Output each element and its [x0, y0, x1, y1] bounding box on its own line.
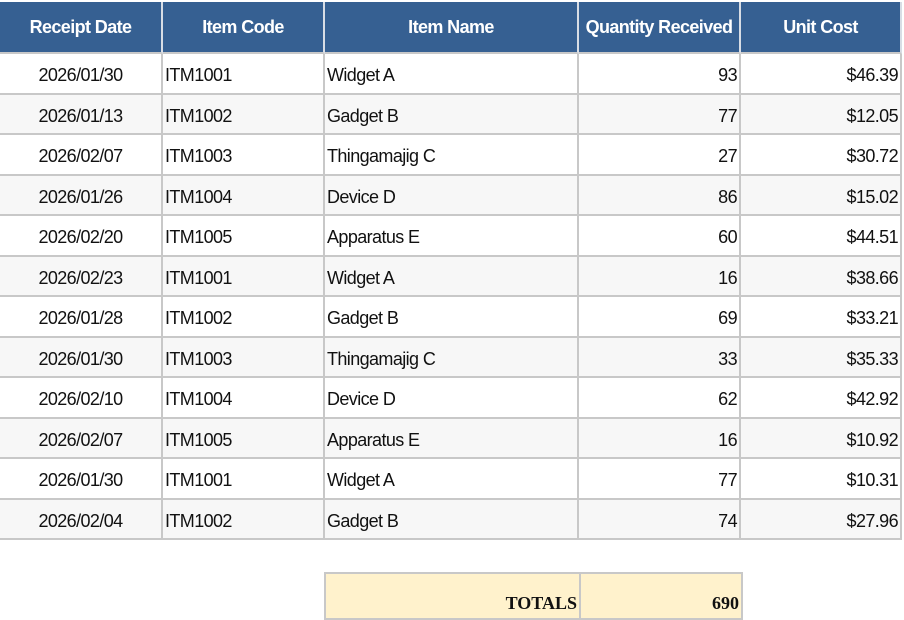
totals-row: TOTALS 690	[324, 572, 743, 620]
header-unit-cost[interactable]: Unit Cost	[741, 2, 902, 54]
cell-item-code[interactable]: ITM1002	[163, 499, 325, 540]
cell-quantity-received[interactable]: 60	[579, 216, 741, 257]
table-row: 2026/02/10 ITM1004 Device D 62 $42.92	[0, 378, 902, 419]
cell-unit-cost[interactable]: $35.33	[741, 337, 902, 378]
header-item-name[interactable]: Item Name	[325, 2, 579, 54]
table-row: 2026/02/20 ITM1005 Apparatus E 60 $44.51	[0, 216, 902, 257]
cell-receipt-date[interactable]: 2026/02/23	[0, 256, 163, 297]
cell-quantity-received[interactable]: 74	[579, 499, 741, 540]
cell-receipt-date[interactable]: 2026/02/10	[0, 378, 163, 419]
cell-item-code[interactable]: ITM1004	[163, 175, 325, 216]
cell-item-name[interactable]: Apparatus E	[325, 216, 579, 257]
cell-item-code[interactable]: ITM1002	[163, 297, 325, 338]
cell-quantity-received[interactable]: 77	[579, 459, 741, 500]
cell-item-code[interactable]: ITM1005	[163, 216, 325, 257]
table-row: 2026/01/30 ITM1001 Widget A 93 $46.39	[0, 54, 902, 95]
cell-quantity-received[interactable]: 33	[579, 337, 741, 378]
cell-receipt-date[interactable]: 2026/01/13	[0, 94, 163, 135]
cell-unit-cost[interactable]: $15.02	[741, 175, 902, 216]
cell-quantity-received[interactable]: 16	[579, 256, 741, 297]
table-row: 2026/01/30 ITM1001 Widget A 77 $10.31	[0, 459, 902, 500]
cell-item-name[interactable]: Widget A	[325, 459, 579, 500]
cell-quantity-received[interactable]: 86	[579, 175, 741, 216]
table-row: 2026/02/04 ITM1002 Gadget B 74 $27.96	[0, 499, 902, 540]
table-row: 2026/02/07 ITM1003 Thingamajig C 27 $30.72	[0, 135, 902, 176]
cell-quantity-received[interactable]: 16	[579, 418, 741, 459]
cell-receipt-date[interactable]: 2026/02/04	[0, 499, 163, 540]
cell-quantity-received[interactable]: 77	[579, 94, 741, 135]
cell-receipt-date[interactable]: 2026/02/07	[0, 418, 163, 459]
cell-unit-cost[interactable]: $38.66	[741, 256, 902, 297]
cell-item-code[interactable]: ITM1004	[163, 378, 325, 419]
header-quantity-received[interactable]: Quantity Received	[579, 2, 741, 54]
cell-quantity-received[interactable]: 69	[579, 297, 741, 338]
cell-quantity-received[interactable]: 62	[579, 378, 741, 419]
cell-item-name[interactable]: Thingamajig C	[325, 135, 579, 176]
cell-receipt-date[interactable]: 2026/01/26	[0, 175, 163, 216]
table-body: 2026/01/30 ITM1001 Widget A 93 $46.39 2026/01…	[0, 54, 902, 540]
cell-unit-cost[interactable]: $44.51	[741, 216, 902, 257]
cell-item-name[interactable]: Apparatus E	[325, 418, 579, 459]
totals-label[interactable]: TOTALS	[326, 574, 581, 620]
cell-receipt-date[interactable]: 2026/01/30	[0, 459, 163, 500]
totals-quantity[interactable]: 690	[581, 574, 743, 620]
cell-quantity-received[interactable]: 27	[579, 135, 741, 176]
cell-item-name[interactable]: Device D	[325, 175, 579, 216]
cell-receipt-date[interactable]: 2026/01/30	[0, 54, 163, 95]
cell-unit-cost[interactable]: $33.21	[741, 297, 902, 338]
header-row: Receipt Date Item Code Item Name Quantit…	[0, 2, 902, 54]
cell-item-name[interactable]: Gadget B	[325, 499, 579, 540]
cell-receipt-date[interactable]: 2026/02/20	[0, 216, 163, 257]
cell-item-code[interactable]: ITM1003	[163, 135, 325, 176]
header-receipt-date[interactable]: Receipt Date	[0, 2, 163, 54]
receipts-table: Receipt Date Item Code Item Name Quantit…	[0, 2, 902, 540]
header-item-code[interactable]: Item Code	[163, 2, 325, 54]
cell-unit-cost[interactable]: $46.39	[741, 54, 902, 95]
cell-unit-cost[interactable]: $10.31	[741, 459, 902, 500]
cell-unit-cost[interactable]: $27.96	[741, 499, 902, 540]
cell-item-code[interactable]: ITM1001	[163, 256, 325, 297]
table-row: 2026/01/30 ITM1003 Thingamajig C 33 $35.33	[0, 337, 902, 378]
cell-unit-cost[interactable]: $12.05	[741, 94, 902, 135]
cell-item-name[interactable]: Widget A	[325, 54, 579, 95]
cell-item-code[interactable]: ITM1002	[163, 94, 325, 135]
cell-quantity-received[interactable]: 93	[579, 54, 741, 95]
cell-unit-cost[interactable]: $10.92	[741, 418, 902, 459]
cell-receipt-date[interactable]: 2026/01/30	[0, 337, 163, 378]
cell-item-name[interactable]: Gadget B	[325, 94, 579, 135]
cell-item-name[interactable]: Gadget B	[325, 297, 579, 338]
table-row: 2026/01/28 ITM1002 Gadget B 69 $33.21	[0, 297, 902, 338]
cell-item-code[interactable]: ITM1005	[163, 418, 325, 459]
table-row: 2026/02/23 ITM1001 Widget A 16 $38.66	[0, 256, 902, 297]
cell-item-code[interactable]: ITM1003	[163, 337, 325, 378]
cell-item-name[interactable]: Widget A	[325, 256, 579, 297]
cell-item-code[interactable]: ITM1001	[163, 54, 325, 95]
table-row: 2026/02/07 ITM1005 Apparatus E 16 $10.92	[0, 418, 902, 459]
cell-receipt-date[interactable]: 2026/02/07	[0, 135, 163, 176]
table-row: 2026/01/26 ITM1004 Device D 86 $15.02	[0, 175, 902, 216]
cell-item-code[interactable]: ITM1001	[163, 459, 325, 500]
cell-item-name[interactable]: Thingamajig C	[325, 337, 579, 378]
cell-unit-cost[interactable]: $42.92	[741, 378, 902, 419]
cell-receipt-date[interactable]: 2026/01/28	[0, 297, 163, 338]
cell-unit-cost[interactable]: $30.72	[741, 135, 902, 176]
cell-item-name[interactable]: Device D	[325, 378, 579, 419]
table-row: 2026/01/13 ITM1002 Gadget B 77 $12.05	[0, 94, 902, 135]
